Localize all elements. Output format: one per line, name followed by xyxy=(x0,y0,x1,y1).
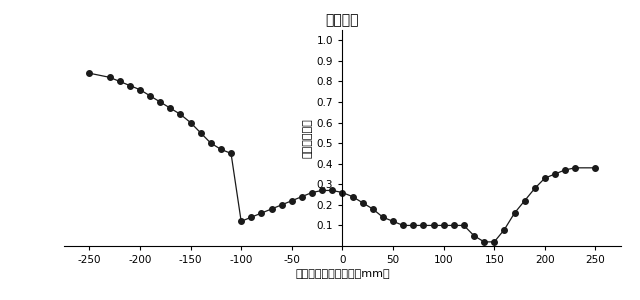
X-axis label: 幅方向に置ける位置（mm）: 幅方向に置ける位置（mm） xyxy=(295,269,390,279)
Y-axis label: 偏差度（％）: 偏差度（％） xyxy=(303,118,313,158)
Title: 比較例３: 比較例３ xyxy=(326,14,359,27)
